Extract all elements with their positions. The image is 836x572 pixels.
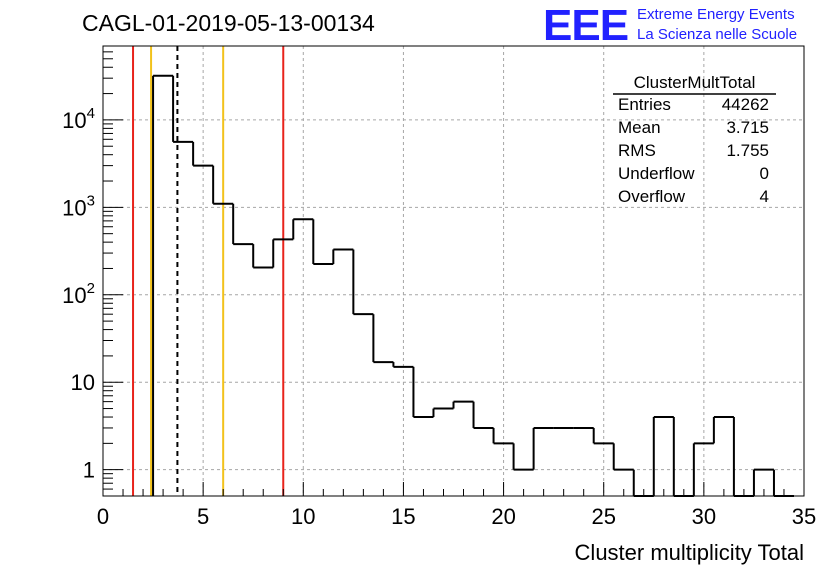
x-tick-label: 5 [197,504,209,529]
stats-box-name: ClusterMultTotal [634,73,756,92]
x-tick-label: 25 [591,504,615,529]
x-tick-label: 35 [792,504,816,529]
y-tick-exponent: 4 [87,105,95,122]
stats-row-label: RMS [618,141,656,160]
y-tick-label: 103 [62,192,95,220]
x-tick-label: 30 [692,504,716,529]
y-tick-base: 10 [62,108,86,133]
y-tick-exponent: 3 [87,192,95,209]
y-tick-label: 10 [71,370,95,395]
stats-row-label: Entries [618,95,671,114]
x-tick-label: 10 [291,504,315,529]
grid [103,46,804,496]
plot-frame [103,46,804,496]
x-axis-title: Cluster multiplicity Total [575,540,804,565]
stats-row-value: 44262 [722,95,769,114]
stats-row-value: 1.755 [726,141,769,160]
y-tick-exponent: 2 [87,280,95,297]
x-tick-label: 0 [97,504,109,529]
stats-row-label: Underflow [618,164,695,183]
stats-box: ClusterMultTotal Entries 44262 Mean 3.715 RMS… [613,73,776,206]
x-tick-label: 20 [491,504,515,529]
stats-row-label: Overflow [618,187,686,206]
y-tick-label: 102 [62,280,95,308]
y-tick-base: 10 [62,195,86,220]
marker-lines [133,46,283,496]
y-tick-label: 104 [62,105,95,133]
axis-ticks [103,52,804,496]
histogram [153,76,794,496]
stats-row-value: 3.715 [726,118,769,137]
y-tick-label: 1 [83,458,95,483]
stats-row-label: Mean [618,118,661,137]
y-tick-base: 10 [62,283,86,308]
stats-row-value: 4 [760,187,769,206]
stats-row-value: 0 [760,164,769,183]
x-tick-label: 15 [391,504,415,529]
